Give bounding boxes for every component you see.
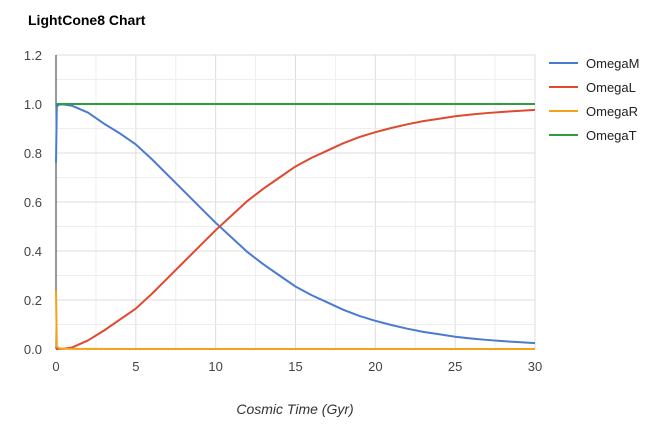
series-line-omegar (55, 290, 535, 350)
legend-label-omegat: OmegaT (586, 128, 637, 143)
y-tick-label: 1.0 (24, 97, 42, 112)
legend-label-omegal: OmegaL (586, 80, 636, 95)
y-tick-label: 0.2 (24, 293, 42, 308)
grid-lines (55, 54, 536, 350)
chart-title: LightCone8 Chart (28, 12, 146, 28)
legend: OmegaM OmegaL OmegaR OmegaT (549, 56, 639, 143)
x-tick-label: 5 (132, 359, 139, 374)
legend-label-omegar: OmegaR (586, 104, 638, 119)
x-tick-label: 20 (368, 359, 382, 374)
x-tick-label: 10 (208, 359, 222, 374)
x-tick-label: 0 (52, 359, 59, 374)
y-tick-label: 0.4 (24, 244, 42, 259)
y-tick-label: 0.6 (24, 195, 42, 210)
x-tick-label: 30 (528, 359, 542, 374)
y-axis-ticks: 0.0 0.2 0.4 0.6 0.8 1.0 1.2 (24, 48, 42, 357)
x-axis-ticks: 0 5 10 15 20 25 30 (52, 359, 542, 374)
legend-label-omegam: OmegaM (586, 56, 639, 71)
y-tick-label: 0.0 (24, 342, 42, 357)
x-axis-label: Cosmic Time (Gyr) (236, 401, 353, 417)
series-line-omegam (55, 103, 536, 345)
series-lines (55, 103, 536, 350)
x-tick-label: 15 (288, 359, 302, 374)
y-tick-label: 1.2 (24, 48, 42, 63)
series-line-omegal (55, 108, 536, 350)
y-tick-label: 0.8 (24, 146, 42, 161)
x-tick-label: 25 (448, 359, 462, 374)
